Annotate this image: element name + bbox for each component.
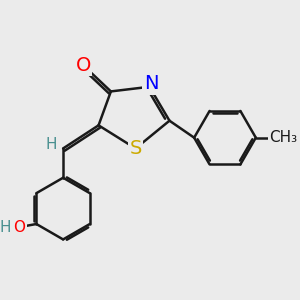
Text: CH₃: CH₃ [269, 130, 297, 145]
Text: S: S [129, 139, 142, 158]
Text: N: N [144, 74, 158, 93]
Text: H: H [0, 220, 11, 235]
Text: O: O [14, 220, 26, 235]
Text: O: O [76, 56, 91, 75]
Text: H: H [46, 137, 57, 152]
